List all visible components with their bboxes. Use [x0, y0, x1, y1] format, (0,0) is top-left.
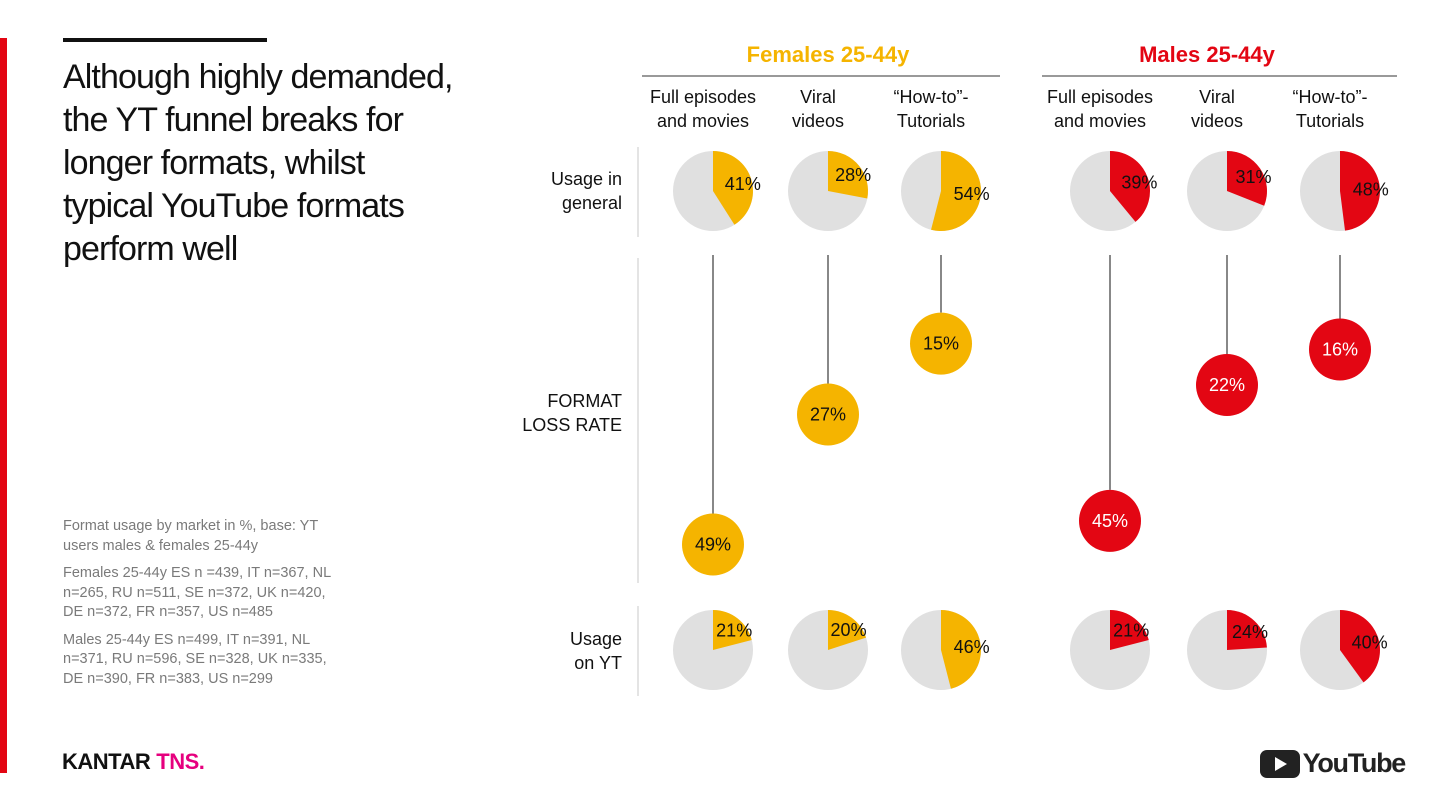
loss-label-females-1: 27%: [810, 405, 846, 425]
pie-slice-general-females-2: [931, 151, 982, 231]
pie-slice-general-males-2: [1340, 151, 1380, 231]
col-label-females-0-line2: and movies: [657, 111, 749, 131]
row-label-general: Usage in: [551, 169, 622, 189]
loss-label-males-1: 22%: [1209, 375, 1245, 395]
youtube-logo: YouTube: [1259, 748, 1407, 779]
col-label-males-1: Viral: [1199, 87, 1235, 107]
youtube-play-icon: [1259, 749, 1300, 778]
group-title-males: Males 25-44y: [1139, 42, 1276, 67]
loss-label-females-0: 49%: [695, 535, 731, 555]
pie-label-general-females-0: 41%: [725, 174, 761, 194]
loss-label-males-2: 16%: [1322, 340, 1358, 360]
loss-bubble-females-1: [797, 383, 859, 446]
col-label-females-1: Viral: [800, 87, 836, 107]
note-base: Format usage by market in %, base: YT us…: [63, 518, 318, 554]
row-label-yt-line2: on YT: [574, 653, 622, 673]
pie-label-general-males-1: 31%: [1235, 167, 1271, 187]
loss-bubble-males-0: [1079, 489, 1141, 552]
col-label-males-1-line2: videos: [1191, 111, 1243, 131]
pie-label-general-females-2: 54%: [954, 184, 990, 204]
pie-slice-general-females-1: [828, 151, 868, 199]
row-label-general-line2: general: [562, 193, 622, 213]
pie-slice-yt-females-1: [828, 610, 867, 650]
pie-label-yt-males-1: 24%: [1232, 622, 1268, 642]
chart-notes: Format usage by market in %, base: YT us…: [63, 517, 343, 697]
kantar-tns-logo: KANTAR TNS.: [62, 749, 205, 775]
note-males-sample: Males 25-44y ES n=499, IT n=391, NL n=37…: [63, 631, 327, 687]
pie-label-general-males-0: 39%: [1121, 173, 1157, 193]
loss-bubble-females-0: [682, 513, 744, 576]
row-label-yt: Usage: [570, 629, 622, 649]
pie-label-yt-males-0: 21%: [1113, 620, 1149, 640]
page-title: Although highly demanded, the YT funnel …: [63, 58, 453, 268]
pie-slice-yt-males-1: [1227, 610, 1267, 650]
note-females-sample: Females 25-44y ES n =439, IT n=367, NL n…: [63, 565, 331, 620]
pie-slice-yt-males-0: [1110, 610, 1149, 650]
kantar-logo-text: KANTAR: [62, 749, 151, 774]
pie-label-general-females-1: 28%: [835, 165, 871, 185]
pie-label-general-males-2: 48%: [1353, 179, 1389, 199]
col-label-males-2: “How-to”-: [1293, 87, 1368, 107]
col-label-males-0: Full episodes: [1047, 87, 1153, 107]
col-label-males-0-line2: and movies: [1054, 111, 1146, 131]
col-label-females-1-line2: videos: [792, 111, 844, 131]
title-rule: [63, 38, 267, 42]
loss-label-females-2: 15%: [923, 334, 959, 354]
pie-label-yt-females-1: 20%: [831, 620, 867, 640]
pie-label-yt-females-2: 46%: [954, 637, 990, 657]
pie-slice-general-females-0: [713, 151, 753, 225]
loss-bubble-males-2: [1309, 318, 1371, 381]
col-label-females-0: Full episodes: [650, 87, 756, 107]
pie-slice-general-males-0: [1110, 151, 1151, 222]
tns-logo-text: TNS.: [156, 749, 205, 774]
col-label-females-2: “How-to”-: [894, 87, 969, 107]
loss-label-males-0: 45%: [1092, 511, 1128, 531]
pie-slice-general-males-1: [1227, 151, 1267, 206]
col-label-males-2-line2: Tutorials: [1296, 111, 1364, 131]
loss-bubble-females-2: [910, 312, 972, 375]
loss-bubble-males-1: [1196, 354, 1258, 416]
pie-label-yt-males-2: 40%: [1352, 632, 1388, 652]
row-label-loss-line2: LOSS RATE: [522, 415, 622, 435]
pie-slice-yt-females-2: [941, 610, 981, 689]
pie-label-yt-females-0: 21%: [716, 620, 752, 640]
col-label-females-2-line2: Tutorials: [897, 111, 965, 131]
row-label-loss: FORMAT: [547, 391, 622, 411]
left-accent-bar: [0, 38, 7, 773]
pie-slice-yt-males-2: [1340, 610, 1380, 683]
youtube-logo-text: YouTube: [1302, 748, 1407, 778]
group-title-females: Females 25-44y: [747, 42, 910, 67]
pie-slice-yt-females-0: [713, 610, 752, 650]
